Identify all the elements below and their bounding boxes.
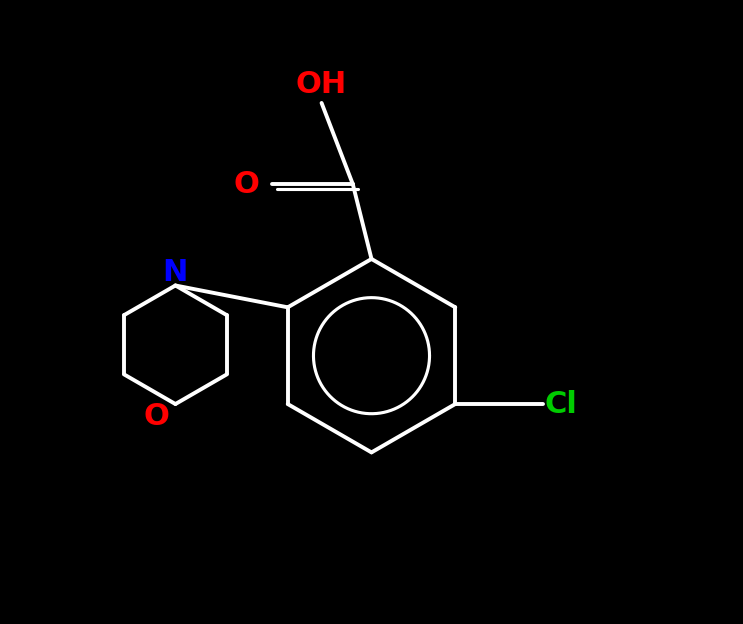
Text: Cl: Cl bbox=[545, 389, 578, 419]
Text: O: O bbox=[234, 170, 259, 198]
Text: O: O bbox=[143, 402, 169, 431]
Text: N: N bbox=[163, 258, 188, 288]
Text: OH: OH bbox=[296, 70, 347, 99]
